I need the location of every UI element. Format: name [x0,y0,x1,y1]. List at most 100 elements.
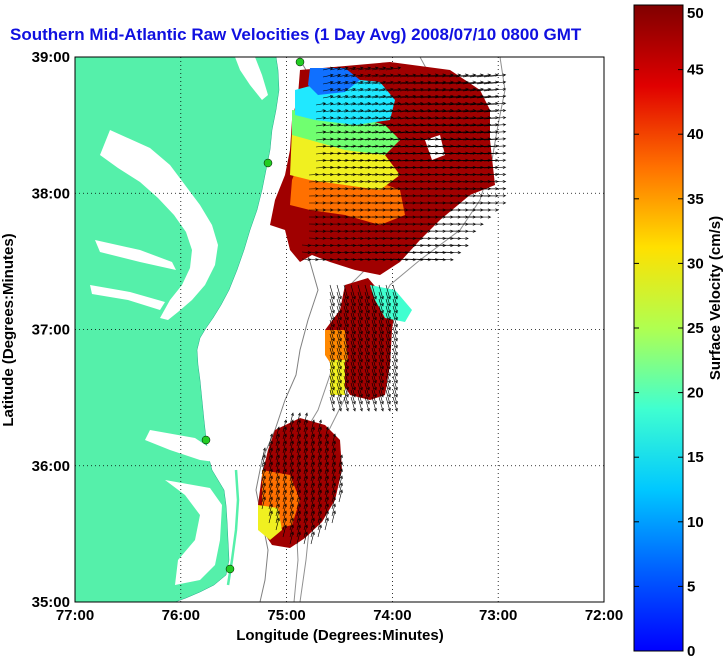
velocity-arrow [289,475,294,489]
velocity-arrow [336,375,342,391]
velocity-arrow [350,165,364,170]
velocity-arrow [378,396,384,412]
velocity-arrow [322,180,334,184]
velocity-arrow [331,440,336,454]
velocity-arrow [392,382,398,398]
velocity-arrow [336,250,349,255]
velocity-arrow [364,258,379,262]
velocity-arrow [350,284,356,300]
velocity-arrow [329,87,342,92]
velocity-arrow [385,298,391,314]
velocity-arrow [336,258,349,262]
velocity-arrow [378,258,394,262]
velocity-arrow [336,361,342,377]
velocity-arrow [357,305,363,321]
velocity-arrow [324,517,329,531]
velocity-arrow [483,116,507,120]
velocity-arrow [310,447,315,461]
velocity-arrow [483,137,507,141]
velocity-arrow [331,510,336,524]
velocity-arrow [322,95,334,99]
velocity-arrow [483,87,507,92]
velocity-arrow [296,531,301,545]
velocity-arrow [331,468,336,482]
velocity-arrow [378,361,384,377]
velocity-arrow [310,524,315,538]
velocity-arrow [296,489,301,503]
velocity-arrow [329,312,335,328]
velocity-arrow [301,258,312,262]
velocity-arrow [275,468,280,482]
velocity-arrow [371,66,387,71]
velocity-arrow [317,524,322,538]
x-tick-label: 75:00 [267,607,305,624]
axes-frame [74,56,605,603]
velocity-arrow [343,180,357,184]
velocity-arrow [385,137,402,141]
velocity-arrow [378,312,384,328]
velocity-arrow [371,251,387,255]
velocity-arrow [357,368,363,384]
velocity-arrow [357,340,363,356]
bay-inlet-2 [90,285,165,310]
velocity-arrow [378,298,384,314]
velocity-arrow [392,151,409,155]
velocity-arrow [336,236,349,240]
velocity-arrow [357,250,372,255]
velocity-arrow [303,496,308,510]
velocity-arrow [357,333,363,349]
velocity-arrow [462,222,484,226]
velocity-arrow [392,251,409,255]
velocity-arrow [477,208,499,212]
velocity-arrow [343,319,349,335]
x-tick-label: 77:00 [56,607,94,624]
velocity-arrow [357,158,372,162]
velocity-arrow [350,361,356,377]
velocity-arrow [282,468,287,482]
y-axis-label: Latitude (Degrees:Minutes) [0,233,17,426]
velocity-arrow [357,396,363,412]
velocity-arrow [331,503,336,517]
velocity-arrow [399,158,417,162]
velocity-arrow [329,95,342,99]
velocity-arrow [385,258,402,262]
velocity-arrow [261,475,266,489]
velocity-arrow [483,101,507,106]
velocity-arrow [343,66,357,71]
velocity-arrow [385,326,391,342]
velocity-arrow [483,123,507,127]
velocity-arrow [336,368,342,384]
velocity-arrow [385,305,391,321]
velocity-arrow [296,496,301,510]
velocity-arrow [317,468,322,482]
velocity-arrow [289,496,294,510]
velocity-arrow [350,250,364,255]
velocity-arrow [483,94,507,99]
velocity-arrow [301,250,312,255]
velocity-arrow [303,524,308,538]
velocity-arrow [308,236,319,240]
velocity-arrow [268,475,273,489]
velocity-arrow [336,291,342,307]
velocity-arrow [315,236,327,240]
velocity-arrow [317,447,322,461]
velocity-arrow [329,80,342,85]
velocity-arrow [385,361,391,377]
velocity-arrow [378,158,394,162]
velocity-arrow [476,130,499,134]
velocity-arrow [378,284,384,300]
velocity-arrow [275,475,280,489]
velocity-arrow [343,291,349,307]
velocity-arrow [476,144,499,148]
velocity-arrow [303,517,308,531]
velocity-arrow [289,489,294,503]
velocity-arrow [301,243,312,247]
velocity-arrow [364,354,370,370]
velocity-arrow [317,426,322,440]
delaware-bay [235,57,268,100]
velocity-arrow [371,144,387,148]
velocity-arrow [275,440,280,454]
velocity-arrow [336,326,342,342]
velocity-arrow [296,510,301,524]
colorbar-tick-label: 25 [687,320,704,337]
